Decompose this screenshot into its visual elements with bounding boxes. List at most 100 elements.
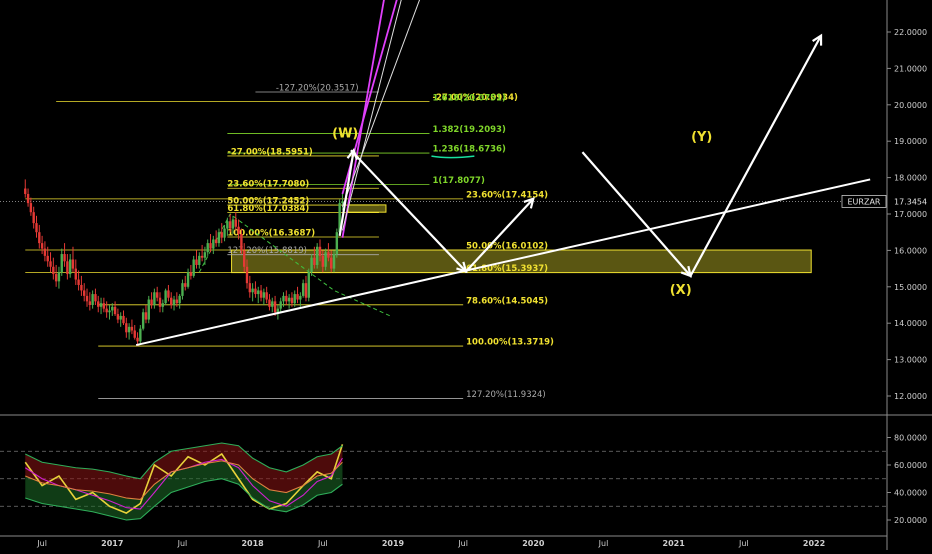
candle-body <box>181 283 184 296</box>
candle-body <box>63 254 66 262</box>
candle-body <box>276 308 280 313</box>
candle-body <box>223 228 226 238</box>
fib-level-label: 1.236(18.6736) <box>432 145 505 155</box>
small-zone <box>347 204 387 213</box>
time-tick-label: 2018 <box>241 539 264 548</box>
candle-body <box>324 252 327 267</box>
candle-body <box>32 212 35 224</box>
time-tick-label: 2019 <box>382 539 405 548</box>
time-tick-label: 2017 <box>101 539 123 548</box>
candle-body <box>220 232 223 238</box>
candle-body <box>248 283 252 293</box>
candle-body <box>251 288 254 293</box>
candle-body <box>147 299 150 320</box>
candle-body <box>296 294 299 300</box>
candle-body <box>105 308 108 313</box>
price-tick-label: 16.0000 <box>894 246 927 255</box>
candle-body <box>290 297 294 304</box>
wave-label: (W) <box>332 127 358 142</box>
candle-body <box>254 288 257 295</box>
candle-body <box>66 261 69 275</box>
arrow-head <box>812 33 823 46</box>
candle-body <box>259 290 263 298</box>
candle-body <box>321 255 325 267</box>
arrow-head <box>680 265 693 278</box>
candle-body <box>192 259 195 276</box>
candle-body <box>330 257 333 269</box>
time-tick-label: Jul <box>317 539 328 548</box>
price-tick-label: 15.0000 <box>894 283 927 292</box>
candle-body <box>240 234 243 251</box>
oscillator-pane <box>0 442 887 521</box>
price-tick-label: 12.0000 <box>894 392 927 401</box>
time-tick-label: Jul <box>598 539 609 548</box>
candle-body <box>234 219 237 227</box>
candle-body <box>74 268 77 280</box>
candle-body <box>287 297 291 302</box>
candle-body <box>214 239 218 244</box>
candle-body <box>265 292 268 300</box>
candle-body <box>49 261 52 267</box>
candle-body <box>338 203 341 233</box>
candle-body <box>341 201 344 204</box>
candle-body <box>226 221 229 229</box>
candle-body <box>99 303 103 307</box>
candle-body <box>304 283 308 298</box>
candle-body <box>315 246 319 265</box>
highlight-underline <box>431 155 475 159</box>
projection-arrow-up <box>338 150 355 237</box>
fib-level-label: 50.00%(16.0102) <box>466 242 548 252</box>
candle-body <box>332 254 336 269</box>
fib-level-label: -27.00%(20.0934) <box>432 93 518 103</box>
candle-body <box>279 301 282 309</box>
candle-body <box>38 232 41 244</box>
main-pane: -127.20%(20.3517) -27.00%(20.0934)1.618(2… <box>0 0 887 400</box>
candle-body <box>150 299 153 305</box>
candle-body <box>52 266 55 275</box>
fib-level-label: -127.20%(20.3517) <box>276 83 359 93</box>
candle-body <box>273 301 277 313</box>
osc-tick-label: 40.0000 <box>894 489 927 498</box>
fib-level-label: 100.00%(16.3687) <box>227 228 315 238</box>
time-tick-label: 2021 <box>663 539 686 548</box>
candle-body <box>217 232 221 244</box>
time-tick-label: Jul <box>36 539 47 548</box>
candle-body <box>113 306 117 315</box>
candle-body <box>262 292 266 298</box>
candle-body <box>153 292 156 305</box>
wave-label: (X) <box>670 283 692 298</box>
candle-body <box>136 337 139 342</box>
arrow-head <box>523 197 535 209</box>
candle-body <box>77 279 80 285</box>
candle-body <box>161 303 165 307</box>
candle-body <box>200 255 204 258</box>
candle-body <box>139 328 142 342</box>
candle-body <box>88 301 92 305</box>
candle-body <box>167 290 170 298</box>
candle-body <box>130 326 134 331</box>
candle-body <box>71 259 75 269</box>
price-tick-label: 14.0000 <box>894 319 927 328</box>
fib-level-label: 23.60%(17.7080) <box>227 180 309 190</box>
candle-body <box>178 295 181 304</box>
symbol-tag-box <box>841 195 887 208</box>
candle-body <box>158 297 162 307</box>
candle-body <box>94 294 97 302</box>
symbol-tag-label: EURZAR <box>848 197 881 206</box>
fib-level-label: 1.382(19.2093) <box>432 125 505 135</box>
fib-level-label: 50.00%(17.2452) <box>227 197 309 207</box>
candle-body <box>228 221 232 229</box>
time-tick-label: Jul <box>738 539 749 548</box>
channel-line-white <box>341 0 421 207</box>
candle-body <box>189 272 193 276</box>
candle-body <box>155 292 159 298</box>
fib-level-label: 61.80%(15.3937) <box>466 264 548 274</box>
osc-series-lower <box>25 478 343 521</box>
candle-body <box>195 259 198 265</box>
candle-body <box>203 252 207 258</box>
osc-tick-label: 80.0000 <box>894 434 927 443</box>
candle-body <box>57 272 61 282</box>
fib-level-label: 1.618(20.0751) <box>432 94 505 104</box>
